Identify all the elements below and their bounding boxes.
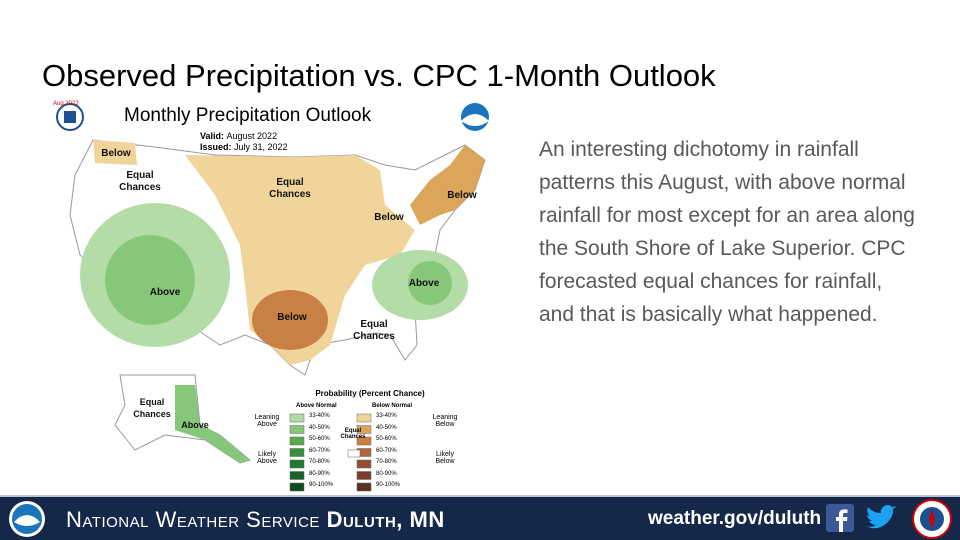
legend-bin-label: 60-70%	[376, 447, 397, 454]
legend-bin-label: 50-60%	[309, 436, 330, 442]
region-label: Below	[447, 190, 477, 201]
legend-bin-label: 60-70%	[309, 447, 330, 454]
nws-logo	[912, 499, 952, 539]
region-label: Equal Chances	[119, 170, 161, 193]
legend-bin-label: 33-40%	[309, 413, 330, 419]
legend-bin-label: 70-80%	[376, 459, 397, 465]
below-northeast	[410, 145, 485, 225]
legend-swatch	[289, 482, 305, 492]
legend-swatch	[289, 459, 305, 469]
footer-url: weather.gov/duluth	[648, 508, 822, 529]
seal-center	[64, 111, 76, 123]
leaning-below-nw	[93, 140, 137, 165]
region-label: Equal Chances	[133, 397, 171, 419]
facebook-icon[interactable]	[826, 504, 854, 532]
legend-swatch	[289, 448, 305, 457]
description: An interesting dichotomy in rainfall pat…	[539, 138, 915, 326]
region-label: Equal Chances	[353, 319, 395, 342]
legend-swatch	[356, 471, 372, 480]
legend-bin-label: 90-100%	[376, 482, 401, 488]
legend-bin-label: 80-90%	[309, 470, 330, 477]
legend-likely-below: Likely Below	[435, 451, 455, 465]
legend-swatch	[356, 425, 372, 434]
above-alaska	[175, 385, 250, 463]
legend-equal: Equal Chances	[340, 428, 366, 440]
legend-leaning-below: Leaning Below	[432, 414, 458, 428]
legend-bin-label: 50-60%	[376, 436, 397, 442]
office: Duluth, MN	[326, 507, 445, 532]
region-label: Below	[374, 212, 404, 223]
twitter-icon[interactable]	[864, 504, 898, 532]
valid: Valid: August 2022	[200, 131, 277, 141]
valid-label: Valid:	[200, 131, 225, 141]
legend-bin-label: 90-100%	[309, 482, 334, 488]
above-west	[105, 235, 195, 325]
legend-swatch-equal	[347, 449, 361, 458]
above-se	[408, 261, 452, 305]
agency: National Weather Service	[66, 507, 320, 532]
legend-bin-label: 40-50%	[309, 424, 330, 431]
region-label: Above	[149, 287, 181, 298]
region-label: Equal Chances	[269, 177, 311, 200]
legend-title: Probability (Percent Chance)	[315, 389, 425, 398]
region-label: Below	[277, 312, 307, 323]
valid-value: August 2022	[226, 131, 278, 141]
badge: Aug 2022	[53, 101, 79, 107]
issued-label: Issued:	[200, 142, 232, 152]
slide-title: Observed Precipitation vs. CPC 1-Month O…	[42, 58, 716, 93]
legend-bin-label: 70-80%	[309, 459, 330, 465]
issued: Issued: July 31, 2022	[200, 142, 288, 152]
region-label: Below	[101, 148, 131, 159]
legend-box	[280, 378, 485, 491]
legend-swatch	[356, 459, 372, 469]
footer: National Weather Service Duluth, MN weat…	[0, 497, 960, 540]
legend-above-header: Above Normal	[296, 403, 337, 409]
legend-bin-label: 80-90%	[376, 470, 397, 477]
legend-swatch	[356, 482, 372, 492]
region-label: Above	[181, 420, 209, 430]
legend-leaning-above: Leaning Above	[254, 414, 280, 428]
legend-swatch	[356, 436, 372, 446]
map	[56, 103, 489, 492]
legend-likely-above: Likely Above	[257, 451, 277, 465]
map-title: Monthly Precipitation Outlook	[124, 105, 372, 126]
leaning-below-central	[185, 155, 415, 365]
footer-rule	[0, 495, 960, 497]
region-label: Above	[408, 278, 440, 289]
legend-swatch	[356, 413, 372, 423]
legend-bin-label: 40-50%	[376, 424, 397, 431]
noaa-logo-bird	[461, 114, 489, 126]
noaa-footer-logo	[9, 501, 45, 537]
legend-bin-label: 33-40%	[376, 413, 397, 419]
legend-swatch	[289, 471, 305, 480]
legend-swatch	[289, 436, 305, 446]
below-south	[252, 290, 328, 350]
legend-below-header: Below Normal	[372, 403, 413, 409]
legend-swatch	[289, 425, 305, 434]
issued-value: July 31, 2022	[234, 142, 288, 152]
legend-swatch	[289, 413, 305, 423]
footer-agency: National Weather Service Duluth, MN	[66, 507, 445, 533]
